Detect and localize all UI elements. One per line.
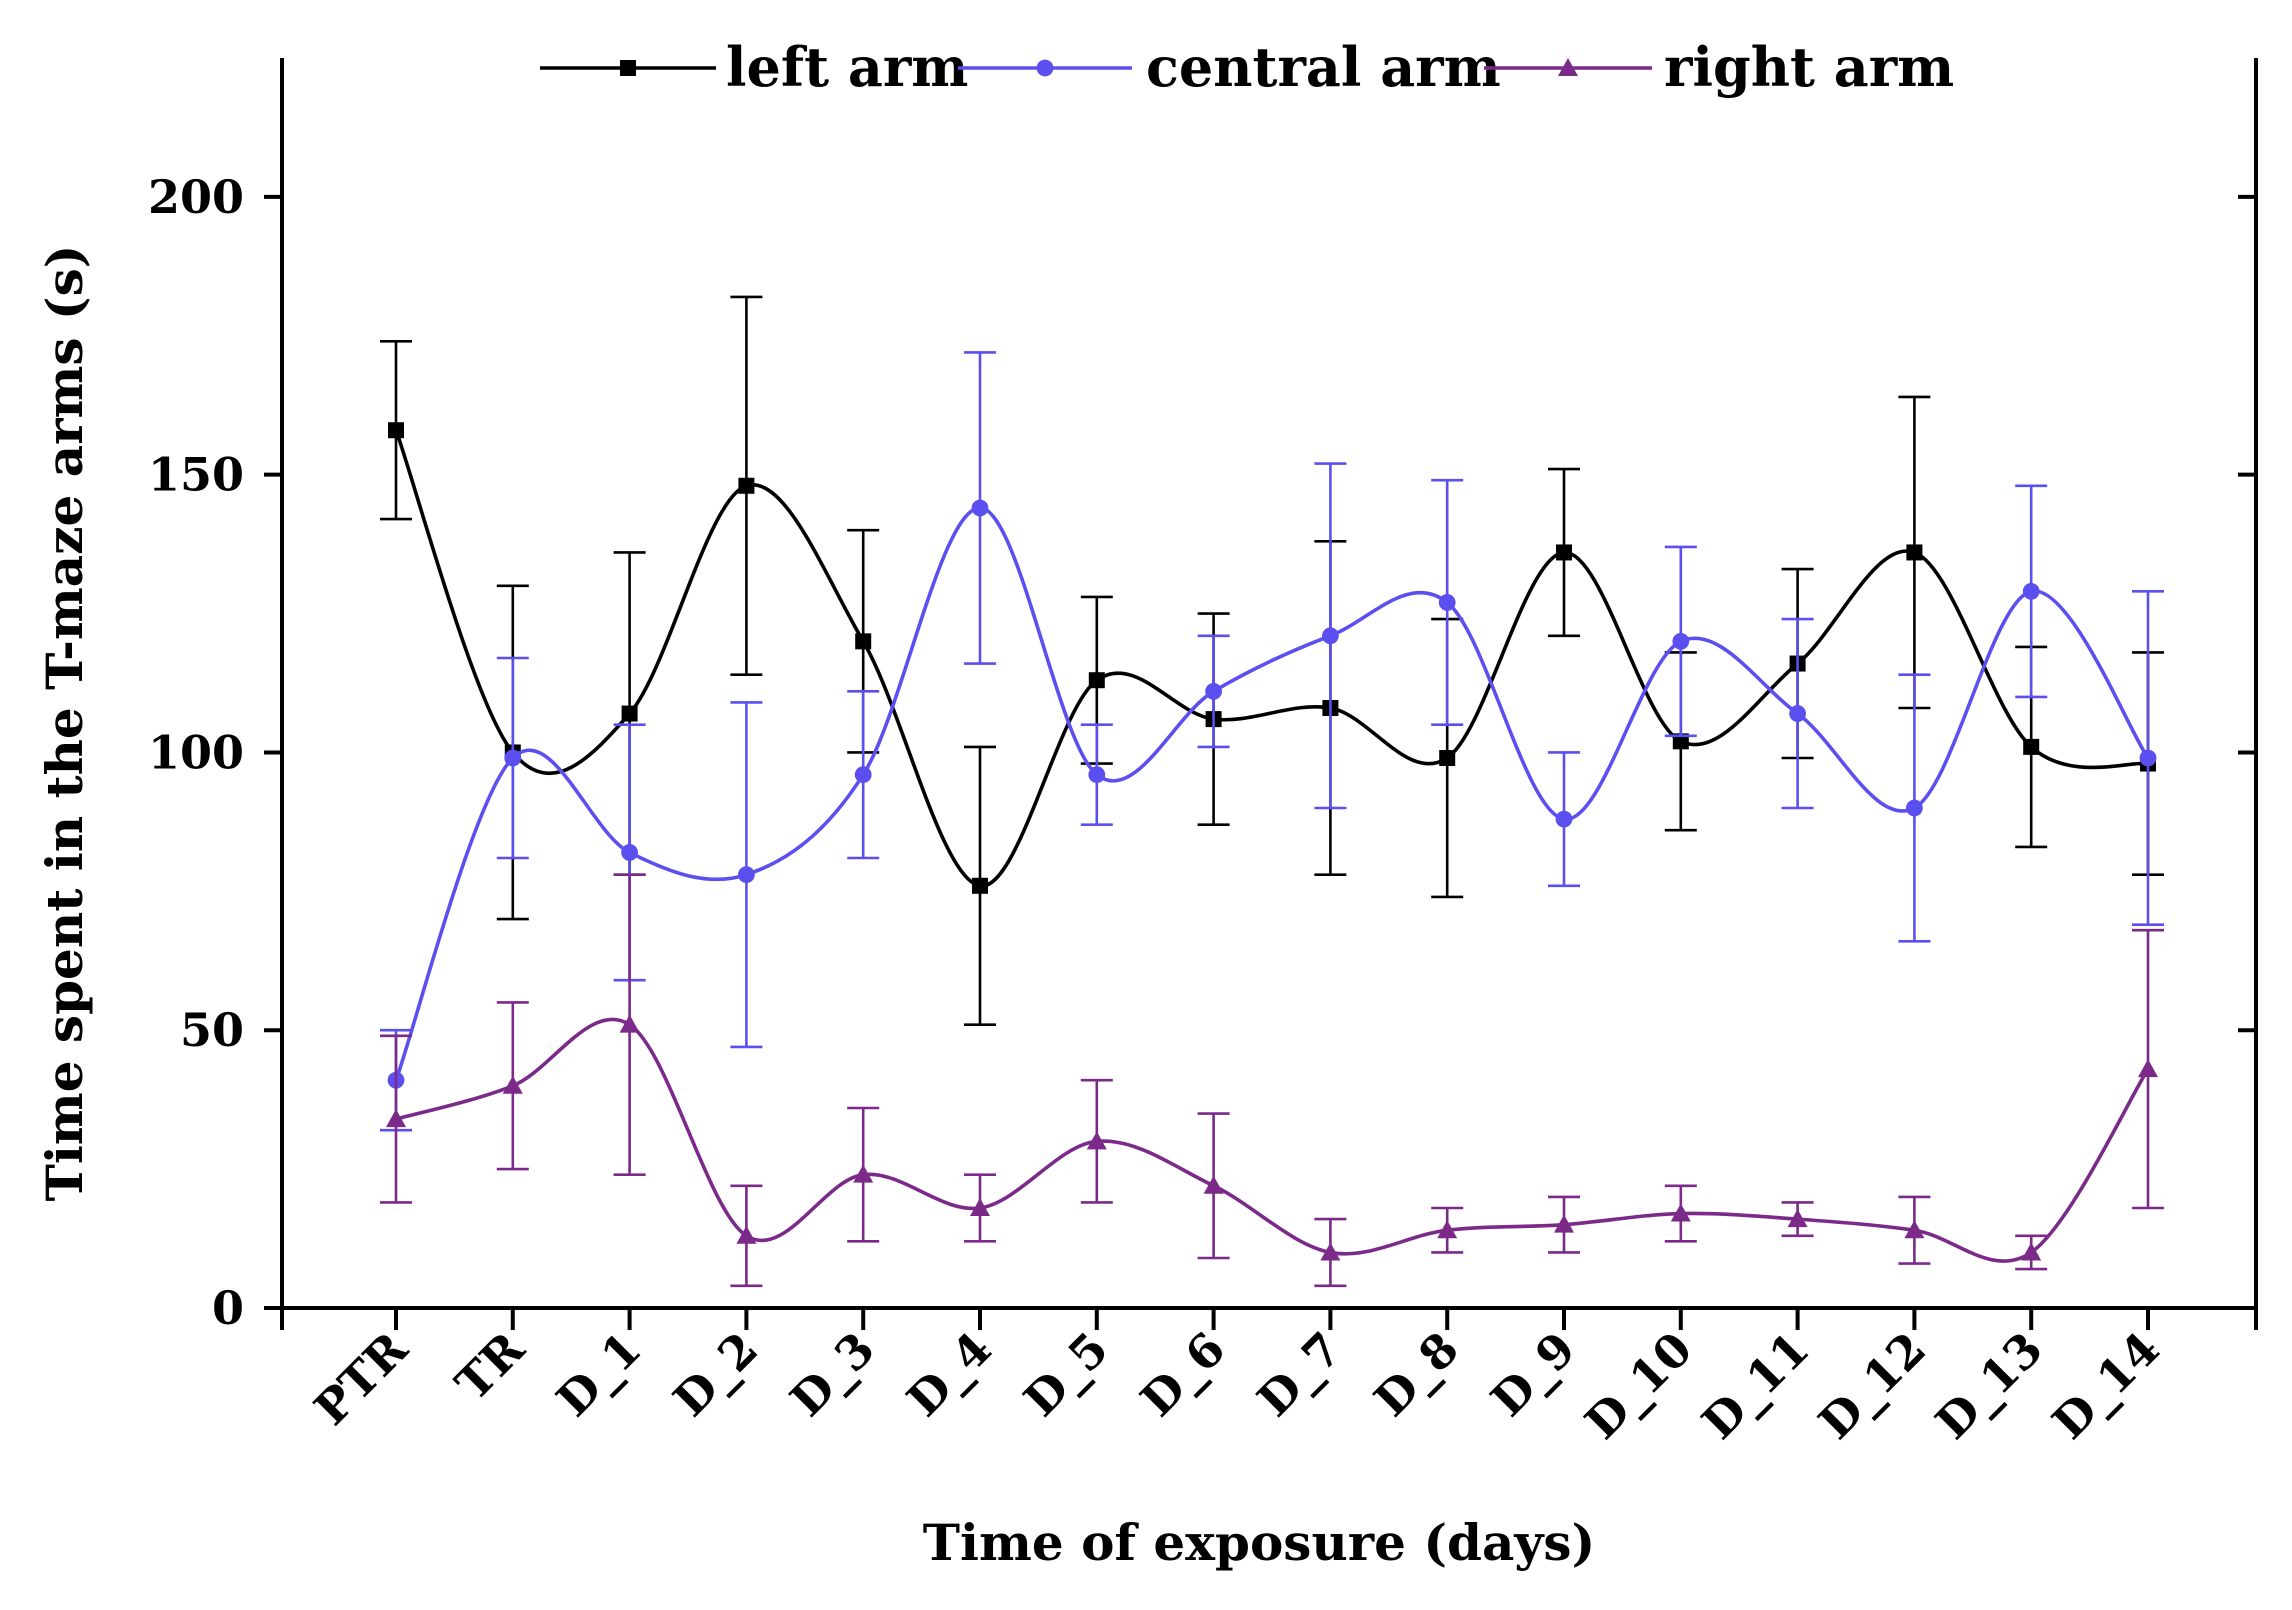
data-point [386, 1109, 406, 1128]
y-tick-label: 0 [212, 1281, 244, 1335]
legend-label: central arm [1146, 35, 1501, 99]
x-tick-label: D_8 [1364, 1322, 1469, 1427]
data-point [1088, 672, 1105, 689]
x-tick-label: D_7 [1247, 1322, 1352, 1427]
x-tick-label: D_5 [1013, 1322, 1118, 1427]
x-tick-label: D_6 [1130, 1322, 1235, 1427]
x-tick-label: D_13 [1925, 1322, 2053, 1450]
data-point [1906, 799, 1923, 817]
data-point [1672, 733, 1689, 750]
data-point [1789, 705, 1806, 722]
data-point [1906, 544, 1923, 561]
legend-label: left arm [726, 35, 968, 99]
data-point [1437, 1220, 1458, 1239]
x-tick-label: D_11 [1691, 1322, 1819, 1450]
data-point [1787, 1209, 1808, 1228]
series-line [394, 429, 2149, 888]
data-point [1086, 1131, 1107, 1150]
data-point [1205, 682, 1222, 700]
x-tick-label: D_3 [780, 1322, 885, 1427]
data-point [1556, 544, 1572, 561]
data-point [1088, 766, 1106, 784]
data-point [1320, 1242, 1341, 1261]
legend-marker [620, 60, 636, 76]
legend-item-right-arm: right arm [1484, 35, 1954, 99]
data-point [2021, 1242, 2042, 1261]
data-point [738, 477, 755, 494]
y-axis-title: Time spent in the T-maze arms (s) [35, 245, 94, 1202]
data-point [621, 705, 638, 722]
data-point [972, 877, 988, 894]
data-point [1439, 750, 1456, 766]
data-point [1904, 1220, 1925, 1239]
x-tick-label: D_2 [663, 1322, 768, 1427]
data-point [388, 422, 404, 439]
data-point [1672, 632, 1690, 650]
x-tick-label: D_12 [1808, 1322, 1936, 1450]
data-point [971, 499, 989, 517]
series-line [395, 1017, 2150, 1263]
y-tick-label: 50 [180, 1003, 244, 1057]
x-tick-label: PTR [304, 1321, 418, 1435]
data-point [855, 633, 872, 650]
y-tick-label: 200 [148, 170, 244, 224]
data-point [621, 844, 638, 861]
legend-marker [1036, 59, 1054, 77]
data-point [854, 766, 872, 784]
data-point [619, 1014, 640, 1033]
data-point [2022, 582, 2040, 600]
data-point [1554, 1214, 1574, 1233]
data-point [1322, 627, 1339, 645]
data-point [1438, 594, 1456, 611]
x-tick-label: D_1 [546, 1322, 651, 1427]
data-point [502, 1075, 523, 1094]
legend-item-central-arm: central arm [958, 35, 1501, 99]
x-tick-label: D_4 [896, 1322, 1001, 1427]
series-group [380, 295, 2164, 1288]
data-point [1203, 1175, 1224, 1194]
data-point [1555, 810, 1573, 828]
data-point [970, 1198, 990, 1216]
x-tick-label: D_9 [1480, 1322, 1585, 1427]
legend-item-left-arm: left arm [540, 35, 968, 99]
y-tick-label: 100 [148, 725, 244, 779]
data-point [738, 866, 755, 884]
data-point [504, 749, 522, 767]
y-tick-label: 150 [148, 448, 244, 502]
x-axis-title: Time of exposure (days) [923, 1513, 1595, 1572]
x-tick-label: D_10 [1575, 1322, 1703, 1450]
data-point [2139, 749, 2157, 767]
x-tick-label: D_14 [2042, 1322, 2170, 1450]
legend-label: right arm [1664, 35, 1954, 99]
series-right-arm [380, 873, 2164, 1288]
x-tick-label: TR [445, 1321, 535, 1411]
series-central-arm [380, 351, 2164, 1132]
data-point [2138, 1059, 2158, 1078]
data-point [2023, 738, 2040, 755]
data-point [853, 1164, 874, 1183]
data-point [1670, 1203, 1691, 1222]
series-line [394, 506, 2150, 1081]
data-point [736, 1225, 757, 1244]
legend-marker [1558, 58, 1578, 76]
legend: left arm central arm right arm [540, 35, 1954, 99]
